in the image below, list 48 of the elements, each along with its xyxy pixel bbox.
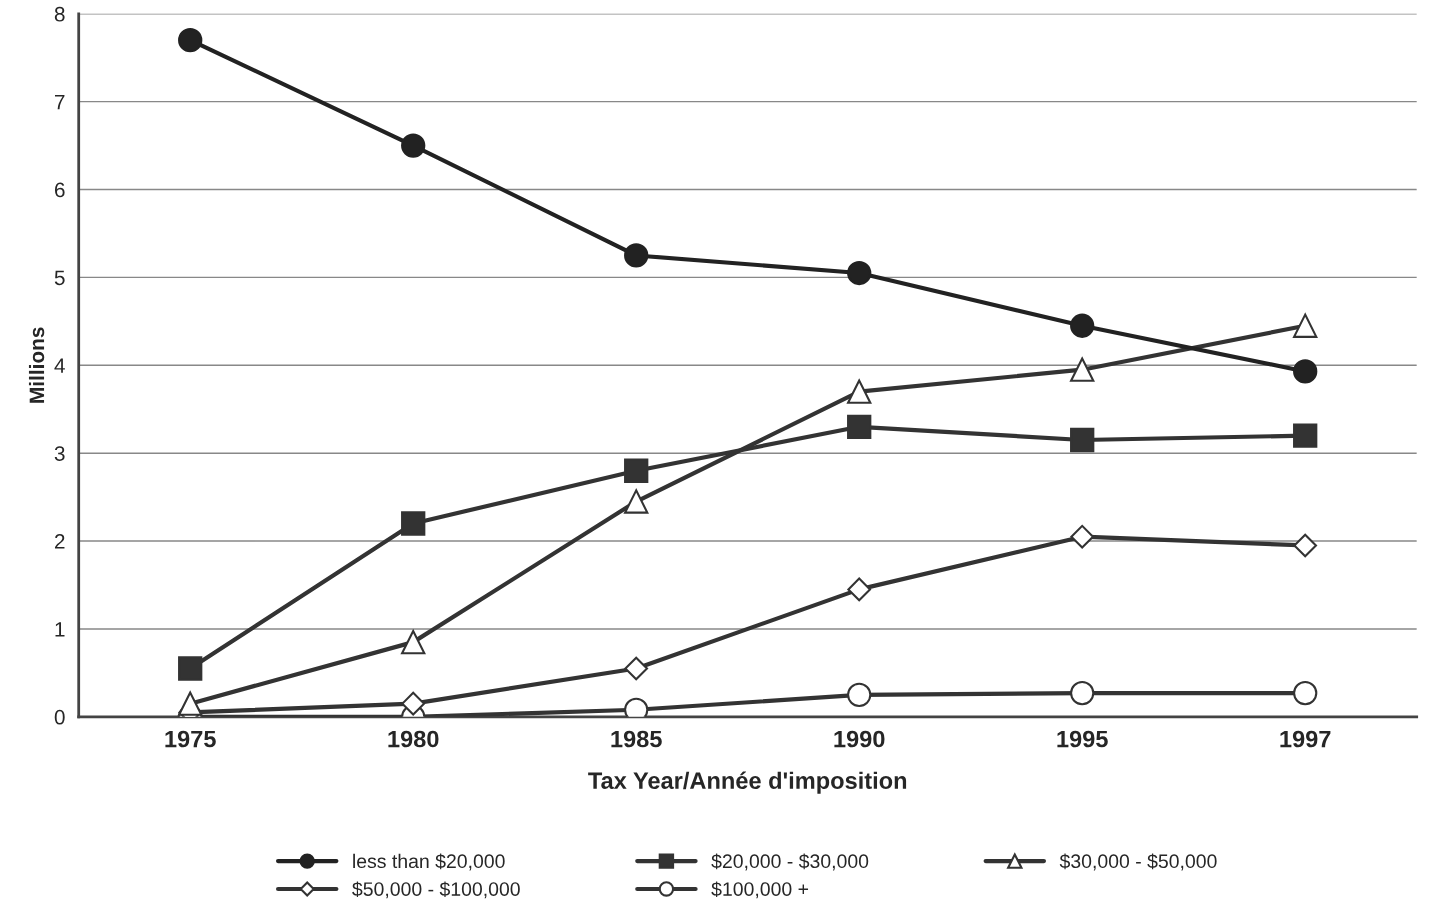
y-tick-label: 1	[55, 622, 65, 637]
point	[1293, 680, 1318, 706]
y-tick-label: 6	[54, 182, 65, 198]
y-tick-label: 8	[54, 6, 65, 22]
x-tick-label: 1995	[1057, 730, 1108, 748]
point	[178, 691, 203, 716]
point	[624, 656, 649, 681]
point	[1293, 423, 1318, 448]
point	[847, 577, 872, 602]
point	[847, 379, 872, 404]
x-tick-label: 1985	[611, 730, 662, 748]
point	[1070, 313, 1095, 338]
point	[1293, 313, 1318, 338]
legend-label: $50,000 - $100,000	[352, 881, 520, 899]
x-tick-label: 1990	[834, 730, 885, 748]
x-tick-label: 1997	[1280, 730, 1331, 748]
x-tick-label: 1975	[165, 730, 216, 748]
legend-label: $20,000 - $30,000	[711, 853, 869, 871]
point	[178, 656, 203, 681]
point	[624, 243, 649, 268]
point	[1070, 427, 1095, 453]
y-tick-label: 7	[54, 94, 65, 110]
y-axis-title: Millions	[28, 327, 45, 403]
y-tick-label: 5	[54, 270, 65, 286]
x-tick-label: 1980	[388, 730, 439, 748]
point	[1070, 680, 1095, 706]
y-tick-label: 3	[54, 446, 65, 461]
point	[401, 511, 426, 536]
point	[178, 28, 203, 53]
point	[401, 629, 426, 655]
legend-label: $30,000 - $50,000	[1059, 853, 1217, 871]
y-tick-label: 0	[54, 709, 65, 725]
point	[847, 414, 872, 439]
y-tick-label: 2	[54, 534, 65, 549]
point	[1070, 524, 1095, 549]
point	[624, 458, 649, 483]
x-axis-title: Tax Year/Année d'imposition	[588, 771, 907, 794]
legend-label: $100,000 +	[711, 881, 809, 899]
point	[1293, 359, 1318, 384]
point	[1293, 533, 1318, 558]
point	[847, 260, 872, 286]
y-tick-label: 4	[54, 358, 65, 373]
point	[401, 691, 426, 716]
point	[847, 682, 872, 707]
legend-label: less than $20,000	[353, 853, 505, 871]
point	[1070, 357, 1095, 382]
point	[401, 133, 426, 158]
point	[624, 489, 649, 514]
